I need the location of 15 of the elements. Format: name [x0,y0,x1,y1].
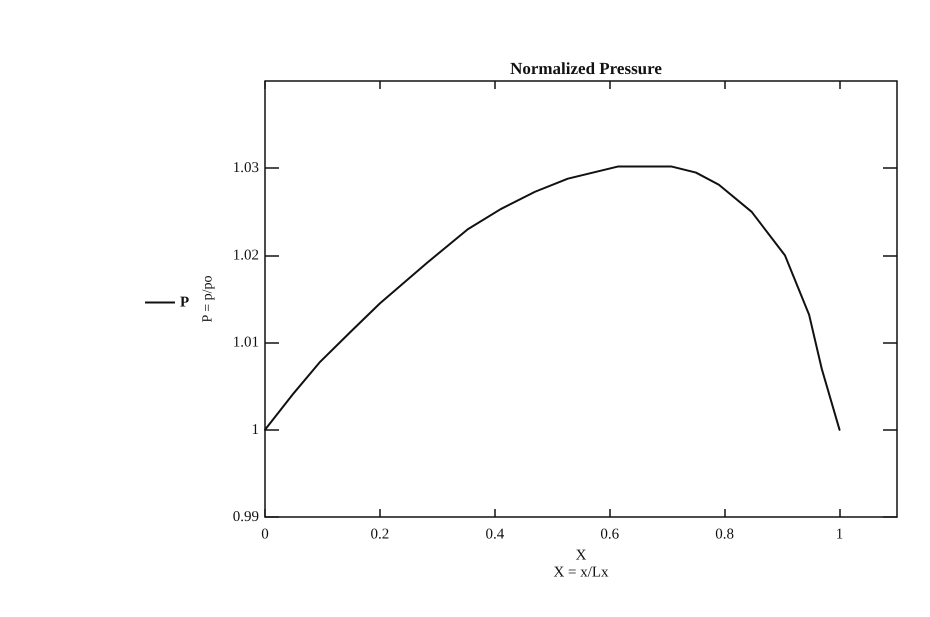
x-tick-label: 0.4 [485,526,505,542]
y-tick-label: 1.02 [232,247,259,264]
x-tick-label: 0.6 [600,526,620,542]
y-tick-label: 0.99 [232,509,259,525]
x-tick-label: 0.8 [715,526,734,542]
x-tick-label: 0 [261,526,269,542]
y-axis-title: P = p/po [200,275,216,323]
y-tick-label: 1 [252,422,259,438]
legend-label: P [180,294,190,310]
y-tick-label: 1.01 [232,334,259,351]
x-tick-label: 1 [836,526,844,542]
chart-title: Normalized Pressure [510,59,662,78]
x-axis-title: X X = x/Lx [553,547,610,580]
y-tick-label: 1.03 [232,160,259,176]
x-tick-label: 0.2 [370,526,390,542]
